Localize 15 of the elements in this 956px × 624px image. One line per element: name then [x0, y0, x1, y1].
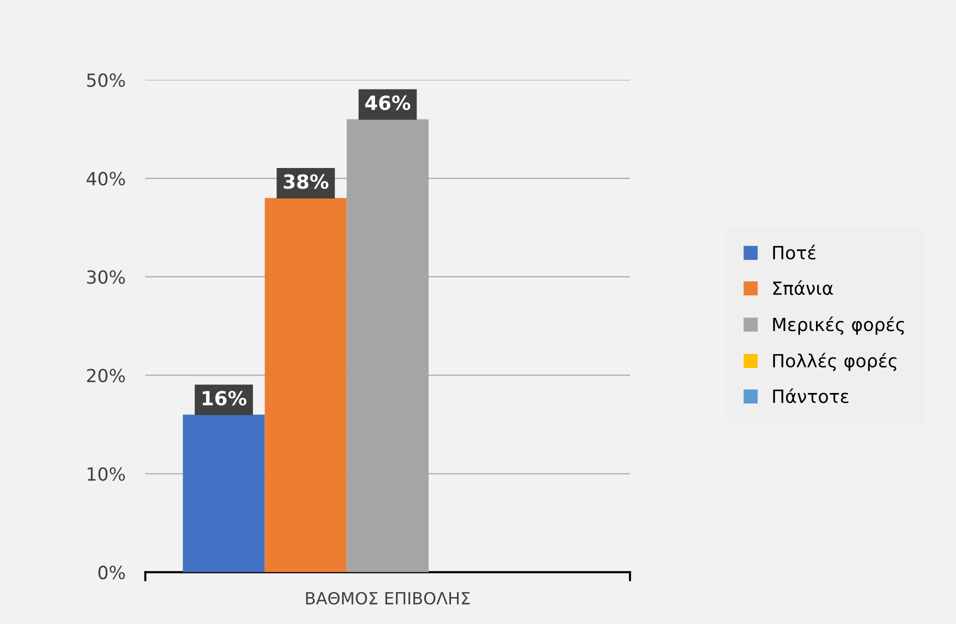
y-tick-label: 0%: [98, 566, 125, 580]
data-label: 16%: [202, 390, 246, 406]
x-tick-label: ΒΑΘΜΟΣ ΕΠΙΒΟΛΗΣ: [306, 592, 470, 605]
y-tick-label: 50%: [87, 73, 125, 87]
legend-label: Πάντοτε: [773, 388, 848, 404]
y-tick-label: 40%: [86, 172, 125, 186]
y-tick-label: 10%: [88, 467, 125, 481]
y-tick-label: 30%: [87, 270, 125, 284]
y-tick-label: 20%: [87, 368, 125, 382]
legend-label: Ποτέ: [773, 244, 816, 260]
legend-label: Σπάνια: [773, 280, 833, 296]
data-label: 38%: [284, 174, 328, 189]
data-label: 46%: [365, 95, 410, 110]
legend-label: Πολλές φορές: [773, 352, 896, 372]
legend-label: Μερικές φορές: [773, 316, 904, 335]
